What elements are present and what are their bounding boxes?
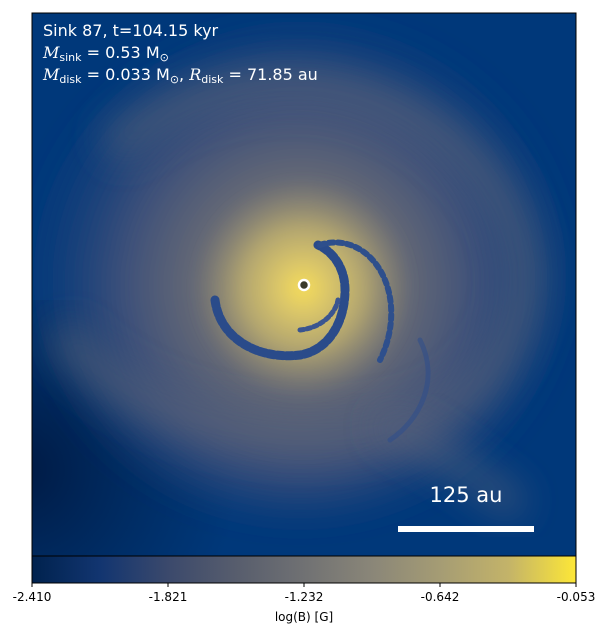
- dark-spiral-arm-2: [317, 239, 395, 363]
- sink-marker: [297, 278, 311, 292]
- mdisk-sun-symbol: ⊙: [169, 73, 180, 86]
- dark-spiral-arm-3: [297, 297, 341, 333]
- sink-mass-line: Msink = 0.53 M⊙: [43, 43, 169, 68]
- msink-subscript: sink: [59, 51, 82, 64]
- colorbar-gradient: [31, 555, 577, 584]
- msink-symbol: M: [43, 43, 60, 62]
- mdisk-subscript: disk: [59, 73, 82, 86]
- sink-info-line: Sink 87, t=104.15 kyr: [43, 21, 219, 40]
- dark-spiral-arm-1: [210, 240, 350, 361]
- colorbar-tick-label: -1.821: [148, 590, 188, 604]
- colorbar-tick-label: -0.642: [420, 590, 460, 604]
- dark-spiral-arm-4: [387, 337, 431, 443]
- colorbar-tick-label: -1.232: [284, 590, 324, 604]
- mdisk-value: = 0.033 M: [81, 65, 170, 84]
- rdisk-symbol: R: [189, 65, 202, 84]
- colorbar: [31, 555, 577, 587]
- rdisk-value: = 71.85 au: [223, 65, 318, 84]
- scale-bar-label: 125 au: [429, 483, 503, 507]
- mdisk-separator: ,: [179, 65, 190, 84]
- field-map: [32, 13, 576, 556]
- msink-value: = 0.53 M: [81, 43, 160, 62]
- disk-properties-line: Mdisk = 0.033 M⊙, Rdisk = 71.85 au: [43, 65, 318, 90]
- colorbar-label: log(B) [G]: [274, 610, 334, 624]
- msink-sun-symbol: ⊙: [159, 51, 169, 64]
- colorbar-tick-label: -2.410: [12, 590, 52, 604]
- mdisk-symbol: M: [43, 65, 60, 84]
- outer-spiral-arm: [44, 65, 545, 455]
- rdisk-subscript: disk: [201, 73, 224, 86]
- scale-bar: [398, 526, 534, 532]
- colorbar-ticks: [31, 583, 577, 587]
- colorbar-tick-label: -0.053: [556, 590, 596, 604]
- inner-disk: [170, 155, 430, 405]
- lower-arm-extension: [373, 406, 530, 522]
